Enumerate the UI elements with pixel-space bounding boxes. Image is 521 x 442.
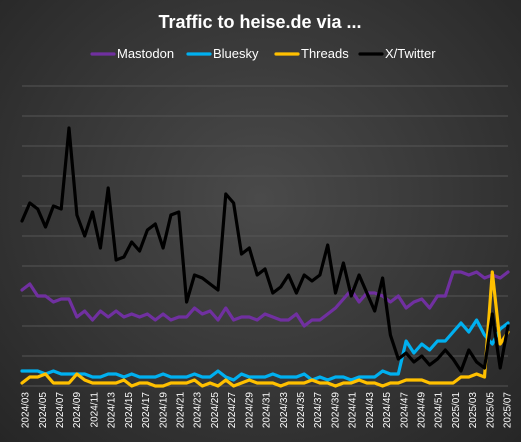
x-tick-label: 2024/03: [21, 392, 32, 429]
x-tick-label: 2024/41: [348, 392, 359, 429]
legend-label: X/Twitter: [385, 46, 436, 61]
x-tick-label: 2024/21: [176, 392, 187, 429]
x-tick-label: 2024/23: [193, 392, 204, 429]
x-tick-label: 2025/07: [503, 392, 514, 429]
x-tick-label: 2024/25: [210, 392, 221, 429]
legend: Mastodon Bluesky Threads X/Twitter: [90, 46, 436, 61]
series-line-threads: [20, 270, 510, 388]
legend-item: X/Twitter: [358, 46, 436, 61]
x-tick-label: 2024/29: [244, 392, 255, 429]
series-line-x-twitter: [20, 126, 510, 373]
x-axis-ticks: 2024/03 2024/05 2024/07 2024/09 2024/11 2024/…: [21, 392, 514, 429]
x-tick-label: 2025/01: [451, 392, 462, 429]
x-tick-label: 2024/47: [399, 392, 410, 429]
series-line-mastodon: [20, 270, 510, 328]
x-tick-label: 2024/43: [365, 392, 376, 429]
legend-item: Threads: [274, 46, 349, 61]
x-tick-label: 2025/05: [485, 392, 496, 429]
x-tick-label: 2024/07: [55, 392, 66, 429]
legend-item: Mastodon: [90, 46, 174, 61]
x-tick-label: 2024/13: [107, 392, 118, 429]
x-tick-label: 2024/35: [296, 392, 307, 429]
x-tick-label: 2025/03: [468, 392, 479, 429]
legend-item: Bluesky: [186, 46, 259, 61]
legend-label: Threads: [301, 46, 349, 61]
x-tick-label: 2024/51: [434, 392, 445, 429]
x-tick-label: 2024/49: [417, 392, 428, 429]
x-tick-label: 2024/05: [38, 392, 49, 429]
x-tick-label: 2024/37: [313, 392, 324, 429]
x-tick-label: 2024/17: [141, 392, 152, 429]
chart-title: Traffic to heise.de via ...: [158, 12, 361, 32]
series-line-bluesky: [20, 318, 510, 382]
legend-label: Bluesky: [213, 46, 259, 61]
series-lines: [20, 126, 510, 388]
x-tick-label: 2024/15: [124, 392, 135, 429]
x-tick-label: 2024/33: [279, 392, 290, 429]
x-tick-label: 2024/19: [158, 392, 169, 429]
x-tick-label: 2024/27: [227, 392, 238, 429]
x-tick-label: 2024/09: [72, 392, 83, 429]
x-tick-label: 2024/39: [331, 392, 342, 429]
legend-label: Mastodon: [117, 46, 174, 61]
x-tick-label: 2024/11: [90, 392, 101, 428]
x-tick-label: 2024/45: [382, 392, 393, 429]
gridlines: [22, 85, 508, 387]
x-tick-label: 2024/31: [262, 392, 273, 429]
